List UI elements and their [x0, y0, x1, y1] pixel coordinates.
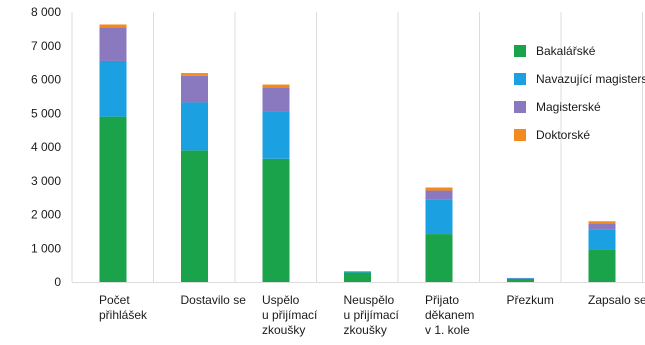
- bar-segment: [425, 187, 453, 191]
- bar-segment: [181, 73, 208, 76]
- bar-segment: [344, 272, 371, 282]
- bar-segment: [344, 271, 371, 272]
- bar-segment: [262, 111, 290, 159]
- y-tick-label: 3 000: [31, 174, 61, 188]
- bar-segment: [99, 60, 127, 117]
- y-tick-label: 6 000: [31, 73, 61, 87]
- legend-label: Navazující magisterské: [536, 72, 645, 86]
- x-category-label: Neuspělo u přijímací zkoušky: [344, 293, 400, 337]
- y-tick-label: 8 000: [31, 5, 61, 19]
- bar-segment: [588, 223, 616, 230]
- x-category-label: Přijato děkanem v 1. kole: [425, 293, 474, 337]
- bar-segment: [99, 27, 127, 61]
- bar-segment: [425, 234, 453, 282]
- y-tick-label: 4 000: [31, 140, 61, 154]
- x-category-label: Dostavilo se: [181, 293, 247, 307]
- y-tick-label: 0: [54, 275, 61, 289]
- bar-segment: [99, 24, 127, 28]
- bar-segment: [344, 271, 371, 273]
- legend-label: Doktorské: [536, 128, 590, 142]
- bar-segment: [181, 75, 208, 103]
- y-tick-label: 7 000: [31, 39, 61, 53]
- bar-segment: [507, 277, 534, 279]
- bars: [99, 24, 616, 282]
- bar-segment: [588, 221, 616, 224]
- legend-label: Magisterské: [536, 100, 601, 114]
- legend-swatch: [514, 45, 526, 57]
- legend-label: Bakalářské: [536, 44, 596, 58]
- legend: Bakalářské Navazující magisterské Magister…: [514, 44, 645, 142]
- bar-segment: [425, 190, 453, 200]
- legend-swatch: [514, 73, 526, 85]
- bar-segment: [99, 116, 127, 282]
- bar-segment: [262, 84, 290, 88]
- bar-segment: [181, 150, 208, 282]
- bar-segment: [507, 278, 534, 282]
- y-tick-label: 2 000: [31, 208, 61, 222]
- x-category-label: Uspělo u přijímací zkoušky: [262, 293, 318, 337]
- y-tick-label: 5 000: [31, 106, 61, 120]
- legend-swatch: [514, 101, 526, 113]
- grid: [71, 12, 645, 283]
- bar-segment: [507, 278, 534, 279]
- x-category-label: Počet přihlášek: [99, 293, 148, 322]
- legend-swatch: [514, 129, 526, 141]
- y-tick-label: 1 000: [31, 241, 61, 255]
- x-category-label: Zapsalo se: [588, 293, 645, 307]
- x-axis: Počet přihlášek Dostavilo se Uspělo u přijím…: [99, 293, 645, 337]
- bar-segment: [181, 102, 208, 151]
- x-category-label: Přezkum: [507, 293, 554, 307]
- bar-segment: [588, 229, 616, 250]
- bar-segment: [262, 158, 290, 282]
- bar-segment: [262, 87, 290, 112]
- bar-segment: [588, 249, 616, 282]
- y-axis: 0 1 000 2 000 3 000 4 000 5 000 6 000 7 000 8 00…: [31, 5, 61, 289]
- bar-segment: [425, 199, 453, 235]
